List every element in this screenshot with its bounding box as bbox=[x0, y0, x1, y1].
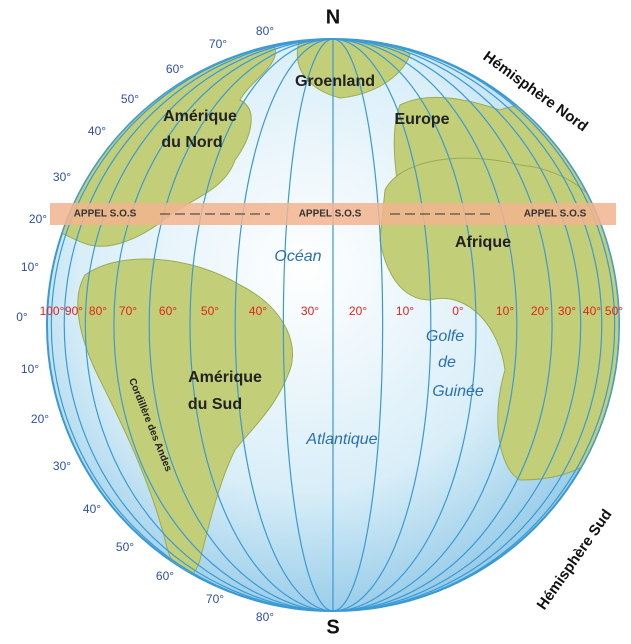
region-label: Amérique bbox=[188, 369, 262, 386]
sea-label: de bbox=[438, 354, 456, 371]
longitude-label: 50° bbox=[605, 304, 623, 318]
longitude-label: 30° bbox=[558, 304, 576, 318]
sea-label: Golfe bbox=[426, 328, 464, 345]
latitude-label: 60° bbox=[166, 62, 184, 76]
region-label: du Nord bbox=[161, 134, 222, 151]
longitude-label: 100° bbox=[40, 304, 65, 318]
north-pole: N bbox=[326, 6, 340, 28]
longitude-label: 20° bbox=[349, 304, 367, 318]
longitude-label: 50° bbox=[201, 304, 219, 318]
sos-label: APPEL S.O.S bbox=[299, 209, 362, 220]
latitude-label: 0° bbox=[16, 310, 28, 324]
hemisphere-south: Hémisphère Sud bbox=[534, 506, 616, 613]
africa bbox=[379, 157, 619, 481]
longitude-label: 40° bbox=[583, 304, 601, 318]
meridian bbox=[189, 39, 477, 611]
south-america bbox=[77, 258, 294, 578]
latitude-label: 10° bbox=[21, 260, 39, 274]
meridian bbox=[50, 39, 616, 611]
longitude-label: 30° bbox=[301, 304, 319, 318]
latitude-label: 70° bbox=[206, 592, 224, 606]
meridian bbox=[234, 39, 432, 611]
longitude-label: 80° bbox=[89, 304, 107, 318]
latitude-label: 40° bbox=[88, 124, 106, 138]
longitude-label: 10° bbox=[396, 304, 414, 318]
meridian bbox=[148, 39, 518, 611]
south-pole: S bbox=[326, 616, 339, 638]
latitude-label: 10° bbox=[21, 362, 39, 376]
region-label: Afrique bbox=[455, 234, 511, 251]
latitude-label: 60° bbox=[156, 569, 174, 583]
latitude-label: 30° bbox=[53, 459, 71, 473]
longitude-label: 40° bbox=[249, 304, 267, 318]
meridian bbox=[282, 39, 384, 611]
latitude-label: 80° bbox=[256, 610, 274, 624]
sos-label: APPEL S.O.S bbox=[524, 209, 587, 220]
latitude-label: 20° bbox=[29, 212, 47, 226]
latitude-label: 50° bbox=[116, 540, 134, 554]
sos-label: APPEL S.O.S bbox=[74, 209, 137, 220]
latitude-label: 50° bbox=[121, 92, 139, 106]
latitude-label: 40° bbox=[83, 502, 101, 516]
latitude-label: 30° bbox=[53, 170, 71, 184]
latitude-label: 80° bbox=[256, 24, 274, 38]
sea-label: Océan bbox=[274, 248, 321, 265]
meridian bbox=[63, 39, 603, 611]
meridian bbox=[84, 39, 582, 611]
longitude-label: 90° bbox=[65, 304, 83, 318]
longitude-label: 10° bbox=[496, 304, 514, 318]
longitude-label: 70° bbox=[119, 304, 137, 318]
longitude-label: 60° bbox=[159, 304, 177, 318]
region-label: Europe bbox=[394, 111, 449, 128]
region-label: Groenland bbox=[295, 73, 375, 90]
latitude-label: 70° bbox=[209, 37, 227, 51]
sos-band bbox=[50, 203, 616, 225]
region-label: du Sud bbox=[188, 396, 242, 413]
sea-label: Atlantique bbox=[305, 431, 377, 448]
region-label: Amérique bbox=[163, 108, 237, 125]
longitude-label: 20° bbox=[531, 304, 549, 318]
sea-label: Guinée bbox=[432, 383, 484, 400]
meridian bbox=[113, 39, 553, 611]
latitude-label: 20° bbox=[31, 412, 49, 426]
meridians bbox=[47, 39, 619, 611]
longitude-label: 0° bbox=[452, 304, 464, 318]
